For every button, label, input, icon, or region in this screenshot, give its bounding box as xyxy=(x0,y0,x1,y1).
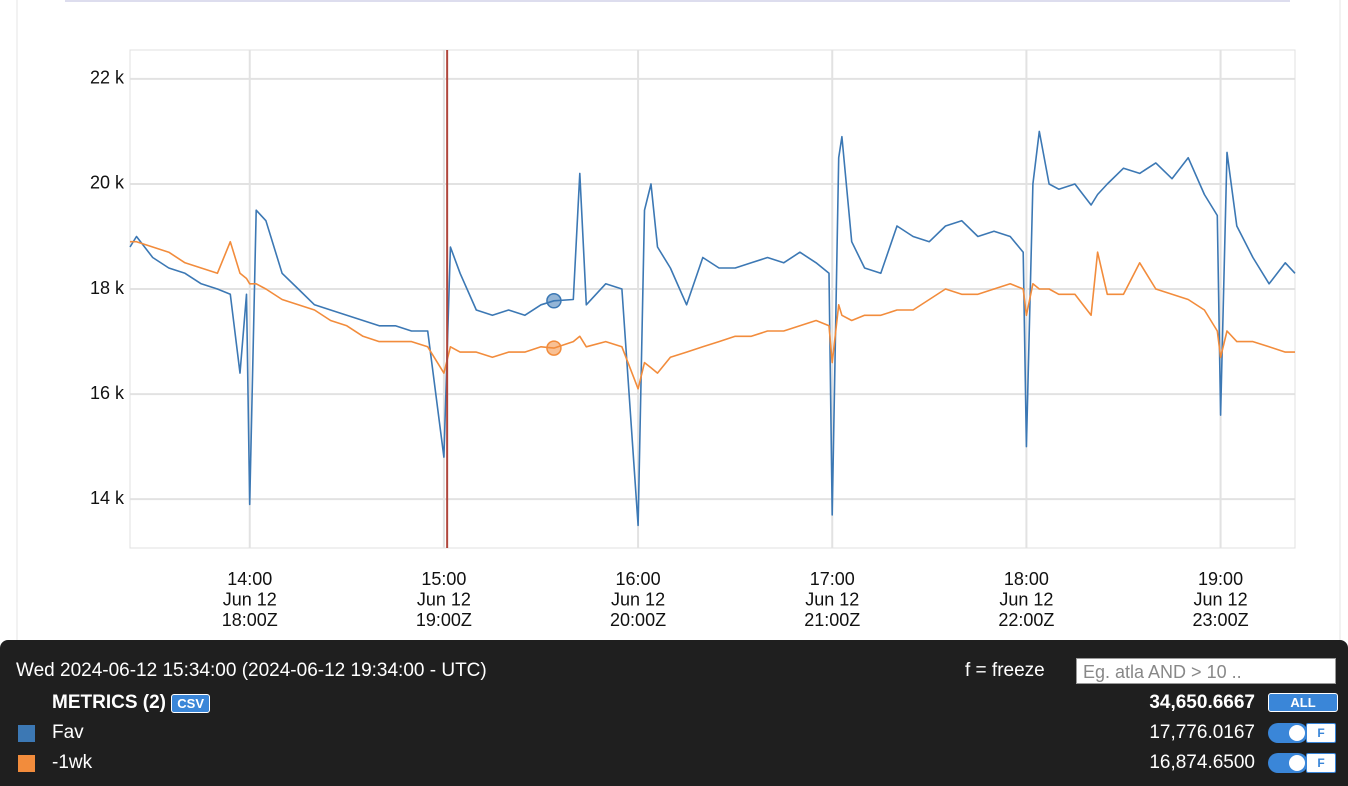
x-tick-label: 21:00Z xyxy=(804,610,860,630)
hover-point xyxy=(546,340,562,356)
x-tick-label: Jun 12 xyxy=(999,589,1053,609)
x-tick-label: Jun 12 xyxy=(1194,589,1248,609)
legend-value: 17,776.0167 xyxy=(1149,722,1255,743)
hover-point xyxy=(546,293,562,309)
toggle-knob xyxy=(1289,755,1305,771)
toggle-knob xyxy=(1289,725,1305,741)
x-tick-label: 14:00 xyxy=(227,569,272,589)
search-input[interactable]: Eg. atla AND > 10 .. xyxy=(1076,658,1336,684)
metrics-label: METRICS (2) xyxy=(52,692,166,713)
freeze-toggle[interactable]: F xyxy=(1306,723,1336,743)
x-tick-label: Jun 12 xyxy=(805,589,859,609)
x-tick-label: Jun 12 xyxy=(223,589,277,609)
x-tick-label: 20:00Z xyxy=(610,610,666,630)
x-tick-label: 18:00Z xyxy=(222,610,278,630)
series-line xyxy=(129,130,1296,527)
y-tick-label: 16 k xyxy=(90,383,125,403)
plot-frame xyxy=(129,49,1296,549)
freeze-toggle[interactable]: F xyxy=(1306,753,1336,773)
series-toggle[interactable] xyxy=(1268,753,1308,773)
x-tick-label: 16:00 xyxy=(616,569,661,589)
timestamp: Wed 2024-06-12 15:34:00 (2024-06-12 19:3… xyxy=(16,660,487,681)
x-tick-label: 19:00Z xyxy=(416,610,472,630)
x-tick-label: Jun 12 xyxy=(417,589,471,609)
x-tick-label: 19:00 xyxy=(1198,569,1243,589)
legend-name: Fav xyxy=(52,722,84,743)
legend-value: 16,874.6500 xyxy=(1149,752,1255,773)
y-tick-label: 22 k xyxy=(90,68,125,88)
metrics-header: METRICS (2) CSV xyxy=(52,692,211,714)
series-toggle[interactable] xyxy=(1268,723,1308,743)
y-tick-label: 14 k xyxy=(90,488,125,508)
legend-name: -1wk xyxy=(52,752,93,773)
legend-swatch xyxy=(18,755,35,772)
y-tick-label: 20 k xyxy=(90,173,125,193)
legend-panel: Wed 2024-06-12 15:34:00 (2024-06-12 19:3… xyxy=(0,640,1348,786)
total-value: 34,650.6667 xyxy=(1149,692,1255,713)
x-tick-label: Jun 12 xyxy=(611,589,665,609)
y-tick-label: 18 k xyxy=(90,278,125,298)
x-tick-label: 23:00Z xyxy=(1193,610,1249,630)
x-tick-label: 17:00 xyxy=(810,569,855,589)
legend-swatch xyxy=(18,725,35,742)
csv-button[interactable]: CSV xyxy=(171,694,211,713)
freeze-hint: f = freeze xyxy=(965,660,1045,681)
x-tick-label: 15:00 xyxy=(421,569,466,589)
all-button[interactable]: ALL xyxy=(1268,693,1338,712)
x-tick-label: 22:00Z xyxy=(998,610,1054,630)
series-line xyxy=(130,240,1295,390)
x-tick-label: 18:00 xyxy=(1004,569,1049,589)
